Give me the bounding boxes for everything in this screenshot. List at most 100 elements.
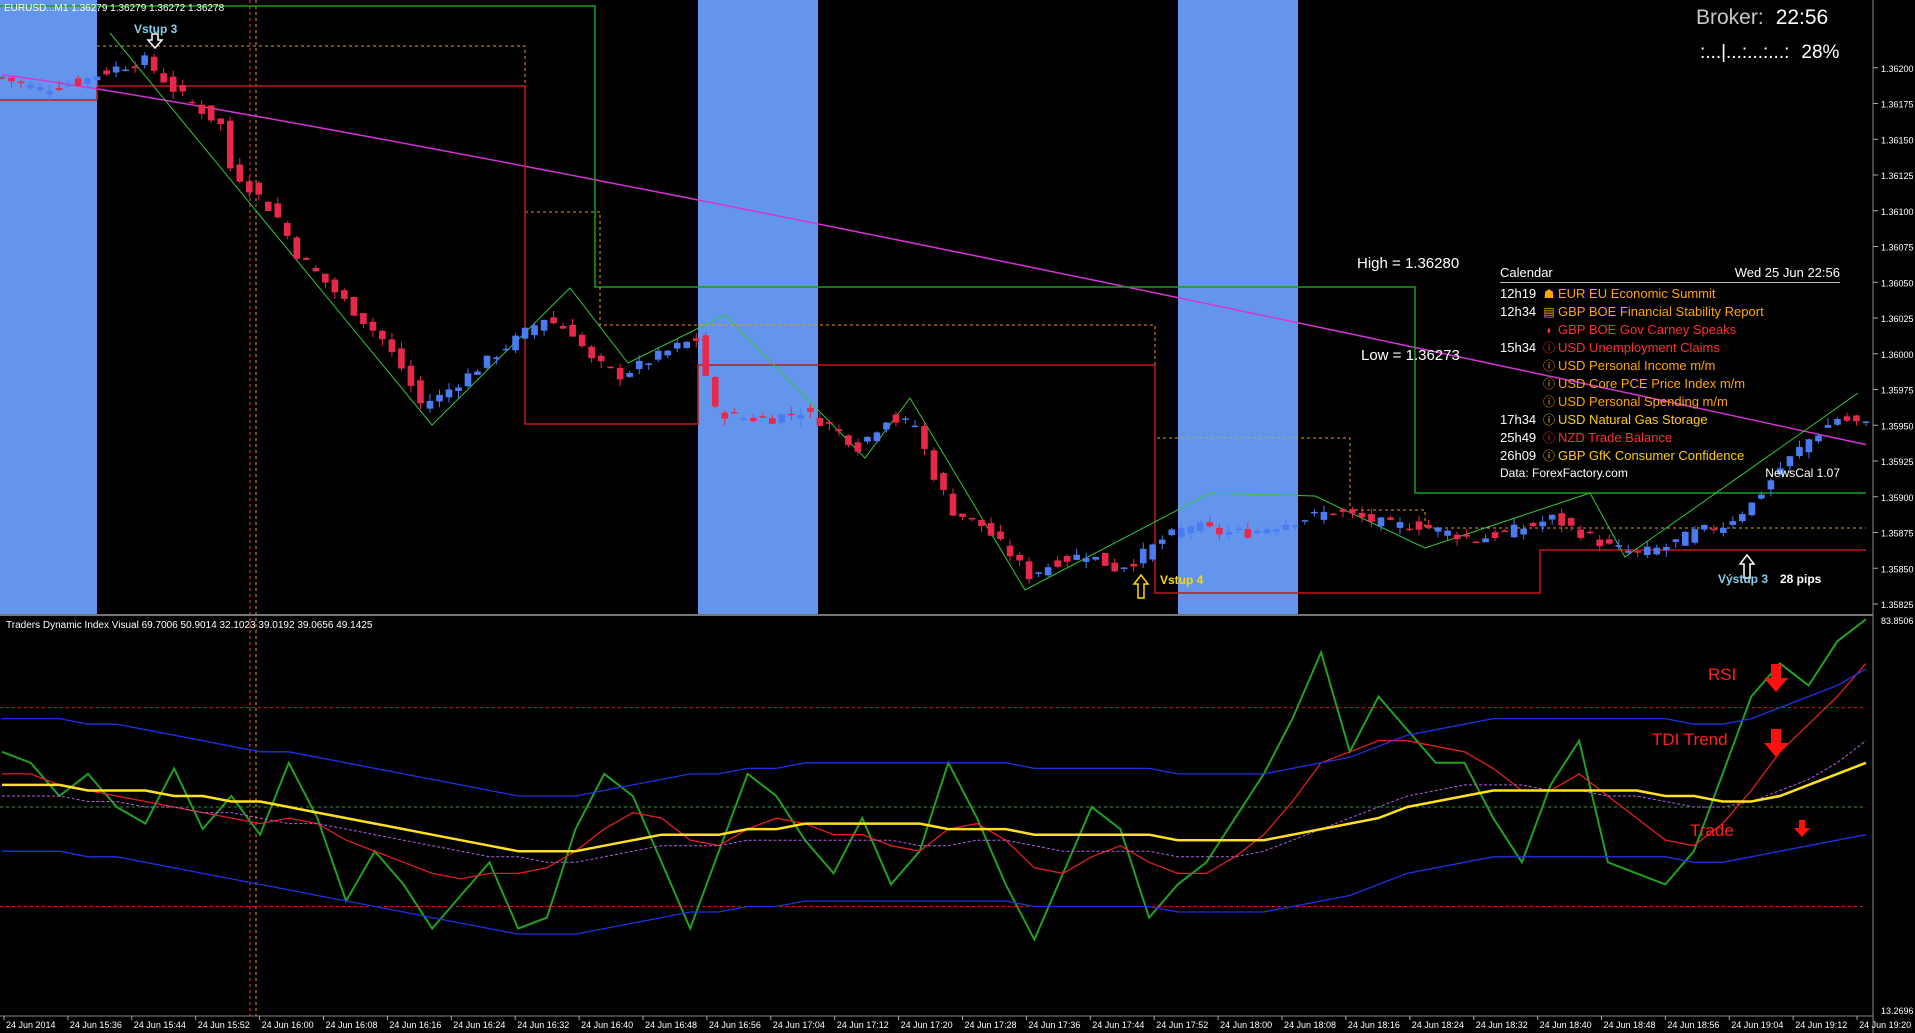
candle-body	[1643, 546, 1651, 556]
candle-body	[692, 338, 700, 341]
speech-icon: ◗	[1545, 323, 1553, 337]
time-tick-label: 24 Jun 17:12	[837, 1020, 889, 1030]
candle-body	[388, 339, 396, 352]
candle-body	[626, 372, 633, 377]
candle-body	[188, 101, 196, 104]
candle-body	[740, 418, 748, 421]
candle-body	[854, 442, 862, 452]
candle-body	[436, 394, 443, 402]
candle-body	[1681, 531, 1689, 546]
calendar-event: ⓘ USD Personal Income m/m	[1500, 357, 1840, 375]
candle-body	[588, 346, 595, 359]
candle-body	[1063, 555, 1071, 562]
range-low-line	[0, 85, 1866, 594]
time-tick-label: 24 Jun 16:00	[262, 1020, 314, 1030]
time-tick-label: 24 Jun 15:36	[70, 1020, 122, 1030]
time-tick-label: 24 Jun 16:16	[389, 1020, 441, 1030]
price-tick-label: 1.35825	[1881, 600, 1914, 610]
candle-body	[1215, 527, 1223, 535]
tdi-indicator-panel[interactable]: Traders Dynamic Index Visual 69.7006 50.…	[0, 618, 1867, 943]
event-time: 25h49	[1500, 430, 1537, 445]
price-axis: 1.36200 1.36175 1.36150 1.36125 1.36100 1.360…	[1872, 0, 1914, 1033]
candle-body	[987, 523, 995, 536]
candle-body	[17, 81, 25, 84]
candle-body	[217, 118, 225, 124]
candle-body	[1758, 494, 1765, 499]
price-tick-label: 1.36050	[1881, 278, 1914, 288]
candle-body	[1605, 539, 1613, 544]
rsi-arrow-icon	[1764, 664, 1788, 692]
time-tick-label: 24 Jun 2014	[6, 1020, 56, 1030]
candle-body	[1862, 421, 1870, 423]
indicator-tick-label: 13.2696	[1881, 1006, 1914, 1016]
candle-body	[1282, 524, 1290, 530]
candle-body	[1672, 539, 1680, 542]
candle-body	[769, 418, 776, 424]
high-label: High = 1.36280	[1357, 255, 1459, 272]
candle-body	[331, 279, 339, 293]
candle-body	[1301, 520, 1309, 522]
candle-body	[1596, 539, 1604, 547]
candle-body	[1263, 529, 1271, 533]
event-title: USD Unemployment Claims	[1558, 340, 1720, 355]
candle-body	[921, 426, 928, 449]
candle-body	[835, 429, 843, 432]
time-tick-label: 24 Jun 15:44	[134, 1020, 186, 1030]
candle-body	[1701, 524, 1708, 530]
candle-body	[169, 76, 177, 92]
event-title: NZD Trade Balance	[1558, 430, 1673, 445]
alert-icon: ⓘ	[1542, 377, 1555, 391]
candle-body	[873, 432, 881, 442]
price-chart-panel[interactable]: EURUSD...M1 1.36279 1.36279 1.36272 1.36…	[0, 0, 1873, 1016]
time-tick-label: 24 Jun 16:48	[645, 1020, 697, 1030]
price-tick-label: 1.36150	[1881, 135, 1914, 145]
candle-body	[1149, 544, 1157, 560]
time-tick-label: 24 Jun 18:00	[1220, 1020, 1272, 1030]
candle-body	[1739, 514, 1746, 522]
bar-progress-pct: 28%	[1801, 42, 1840, 63]
time-tick-label: 24 Jun 16:32	[517, 1020, 569, 1030]
candle-body	[807, 408, 814, 412]
candle-body	[27, 84, 34, 89]
candle-body	[902, 418, 909, 420]
candle-body	[426, 400, 434, 409]
time-tick-label: 24 Jun 16:24	[453, 1020, 505, 1030]
candle-body	[1586, 531, 1594, 534]
candle-body	[1387, 517, 1394, 520]
time-tick-label: 24 Jun 16:56	[709, 1020, 761, 1030]
candle-body	[578, 334, 586, 347]
candle-body	[1558, 513, 1565, 526]
trade-label: Trade	[1690, 821, 1734, 840]
candle-body	[569, 324, 576, 337]
candle-body	[1320, 511, 1328, 520]
candle-body	[1501, 530, 1508, 533]
candle-body	[711, 376, 719, 407]
candle-body	[968, 517, 976, 520]
time-tick-label: 24 Jun 19:04	[1731, 1020, 1783, 1030]
candle-body	[550, 317, 557, 324]
candle-body	[1843, 416, 1851, 421]
candle-body	[788, 413, 795, 416]
candle-body	[607, 366, 614, 369]
alert-icon: ⓘ	[1542, 413, 1555, 427]
price-tick-label: 1.36125	[1881, 171, 1914, 181]
candle-body	[1786, 456, 1794, 467]
price-tick-label: 1.36200	[1881, 64, 1914, 74]
candle-body	[959, 513, 966, 517]
candle-body	[1520, 528, 1527, 535]
candle-body	[150, 56, 158, 71]
vstup4-label: Vstup 4	[1160, 573, 1204, 587]
candle-body	[312, 267, 320, 272]
time-tick-label: 24 Jun 19:12	[1795, 1020, 1847, 1030]
candle-body	[1567, 518, 1575, 526]
candle-body	[1491, 532, 1499, 539]
candle-body	[997, 531, 1004, 540]
signal-line	[2, 740, 1867, 863]
price-tick-label: 1.36000	[1881, 350, 1914, 360]
range-high-line	[0, 5, 1866, 494]
candle-body	[1615, 545, 1623, 547]
candle-body	[198, 104, 206, 114]
candle-body	[1311, 511, 1318, 514]
lower-volatility-band	[2, 834, 1867, 935]
candle-body	[654, 350, 662, 360]
